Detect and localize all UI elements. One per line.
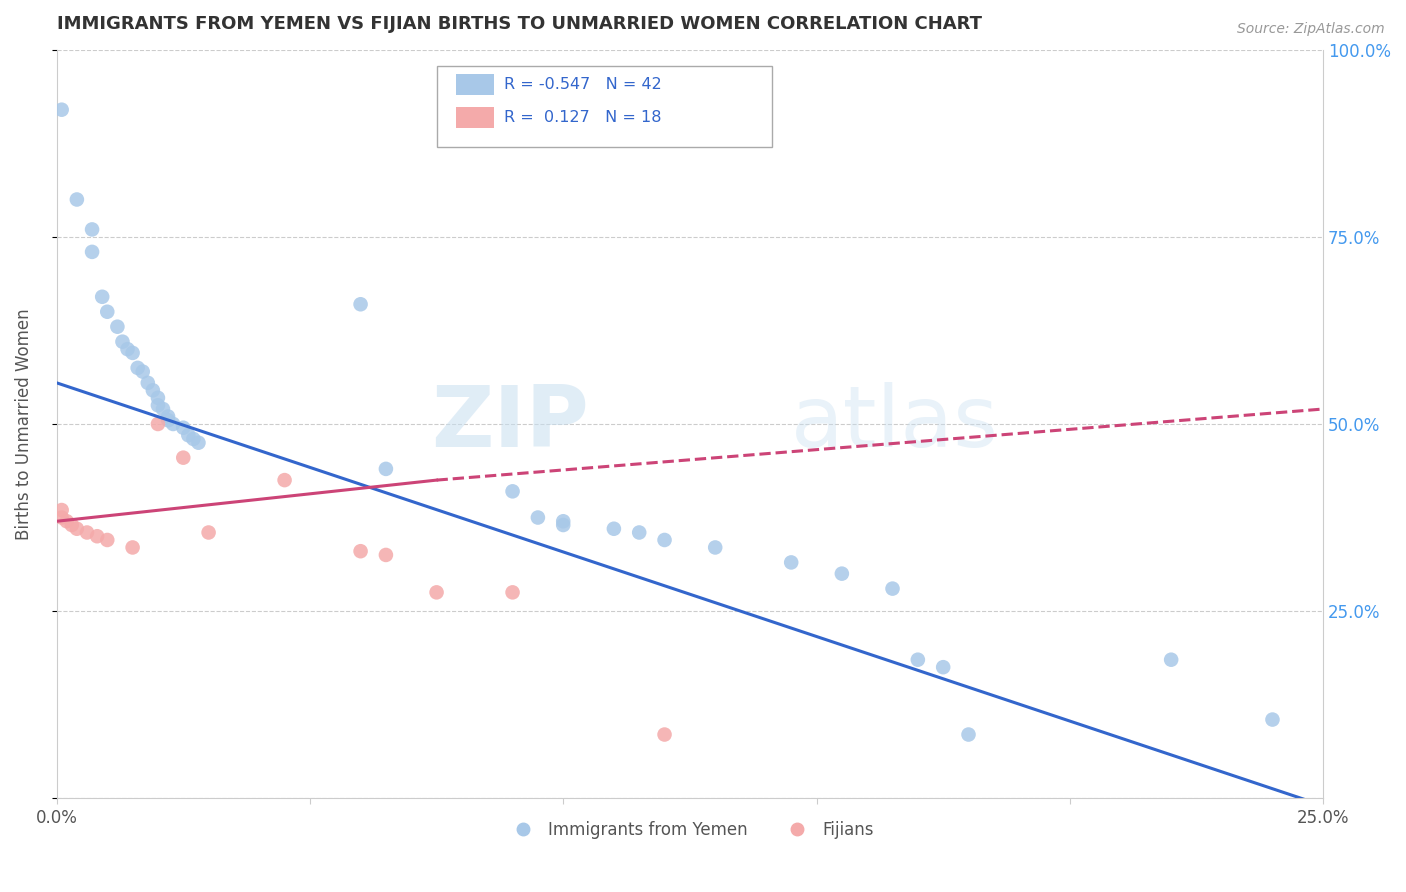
Point xyxy=(273,473,295,487)
Text: IMMIGRANTS FROM YEMEN VS FIJIAN BIRTHS TO UNMARRIED WOMEN CORRELATION CHART: IMMIGRANTS FROM YEMEN VS FIJIAN BIRTHS T… xyxy=(56,15,981,33)
Point xyxy=(1160,653,1182,667)
Point xyxy=(162,417,184,431)
Point xyxy=(91,290,114,304)
Point xyxy=(349,297,371,311)
Point xyxy=(66,522,89,536)
Point xyxy=(654,727,676,741)
Point xyxy=(51,503,73,517)
Point xyxy=(374,462,396,476)
Point xyxy=(654,533,676,547)
Point xyxy=(187,435,209,450)
Point xyxy=(553,518,575,533)
FancyBboxPatch shape xyxy=(456,74,494,95)
Y-axis label: Births to Unmarried Women: Births to Unmarried Women xyxy=(15,308,32,540)
Point xyxy=(177,428,200,442)
Point xyxy=(76,525,98,540)
Point xyxy=(132,365,155,379)
Point xyxy=(121,346,143,360)
Point xyxy=(932,660,955,674)
Point xyxy=(51,103,73,117)
Point xyxy=(96,304,118,318)
Point xyxy=(957,727,980,741)
Point xyxy=(349,544,371,558)
Point xyxy=(80,222,103,236)
Text: R =  0.127   N = 18: R = 0.127 N = 18 xyxy=(503,111,661,126)
Point xyxy=(96,533,118,547)
Point xyxy=(146,391,169,405)
Point xyxy=(553,514,575,528)
Point xyxy=(1261,713,1284,727)
Text: atlas: atlas xyxy=(792,383,1000,466)
Point xyxy=(152,402,174,417)
Point xyxy=(183,432,205,446)
Legend: Immigrants from Yemen, Fijians: Immigrants from Yemen, Fijians xyxy=(499,814,880,846)
Point xyxy=(157,413,180,427)
Point xyxy=(146,417,169,431)
Point xyxy=(66,193,89,207)
Point xyxy=(426,585,449,599)
Text: ZIP: ZIP xyxy=(430,383,589,466)
Point xyxy=(907,653,929,667)
Point xyxy=(146,398,169,412)
Point xyxy=(527,510,550,524)
Point xyxy=(882,582,904,596)
Text: Source: ZipAtlas.com: Source: ZipAtlas.com xyxy=(1237,22,1385,37)
Point xyxy=(60,518,83,533)
Point xyxy=(502,484,524,499)
Point xyxy=(780,556,803,570)
Point xyxy=(136,376,159,390)
Point xyxy=(603,522,626,536)
FancyBboxPatch shape xyxy=(456,107,494,128)
Point xyxy=(502,585,524,599)
Point xyxy=(704,541,727,555)
Point xyxy=(831,566,853,581)
Point xyxy=(55,514,77,528)
Point xyxy=(117,342,139,356)
Point xyxy=(374,548,396,562)
Point xyxy=(127,360,149,375)
Point xyxy=(628,525,651,540)
Point xyxy=(80,244,103,259)
Point xyxy=(172,421,194,435)
Point xyxy=(86,529,108,543)
Point xyxy=(107,319,129,334)
Point xyxy=(157,409,180,424)
Point xyxy=(197,525,219,540)
Text: R = -0.547   N = 42: R = -0.547 N = 42 xyxy=(503,77,661,92)
Point xyxy=(51,510,73,524)
Point xyxy=(121,541,143,555)
Point xyxy=(172,450,194,465)
Point xyxy=(111,334,134,349)
Point xyxy=(142,384,165,398)
FancyBboxPatch shape xyxy=(437,66,772,147)
